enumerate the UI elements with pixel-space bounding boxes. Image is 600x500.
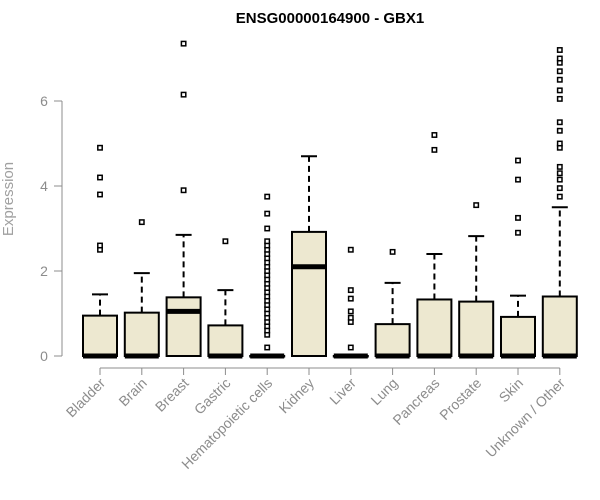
x-tick-label: Kidney: [276, 375, 318, 417]
outlier-point: [556, 68, 563, 75]
plot-area: [82, 40, 578, 359]
outlier-point: [347, 314, 354, 321]
box: [291, 230, 327, 357]
outlier-point: [138, 219, 145, 226]
outlier-point: [556, 176, 563, 183]
outlier-point: [556, 95, 563, 102]
outlier-point: [264, 344, 271, 351]
y-tick-label: 4: [40, 178, 48, 194]
outlier-point: [264, 225, 271, 232]
outlier-point: [97, 174, 103, 181]
x-tick-label: Unknown / Other: [482, 375, 568, 461]
outlier-point: [97, 144, 103, 151]
outlier-point: [515, 157, 521, 164]
outlier-point: [515, 214, 521, 221]
box-group: [374, 248, 411, 359]
box-group: [165, 40, 202, 358]
y-tick-label: 6: [40, 93, 48, 109]
outlier-point: [389, 248, 396, 255]
outlier-point: [264, 210, 271, 217]
chart-title: ENSG00000164900 - GBX1: [236, 10, 424, 27]
outlier-point: [556, 127, 563, 134]
box: [500, 315, 536, 357]
outlier-point: [264, 238, 271, 245]
x-tick-label: Bladder: [63, 375, 109, 421]
outlier-point: [556, 87, 563, 94]
outlier-point: [180, 187, 187, 194]
outlier-point: [222, 238, 229, 245]
box-group: [82, 144, 118, 359]
x-tick-label: Liver: [326, 375, 359, 408]
x-tick-label: Skin: [496, 375, 527, 406]
box-group: [541, 47, 578, 359]
x-tick-label: Lung: [367, 375, 400, 408]
box-group: [249, 193, 286, 359]
outlier-point: [97, 242, 103, 249]
box: [82, 314, 118, 357]
outlier-point: [556, 170, 563, 177]
outlier-point: [556, 119, 563, 126]
outlier-point: [347, 295, 354, 302]
outlier-point: [264, 193, 271, 200]
x-tick-label: Breast: [152, 375, 192, 415]
outlier-point: [431, 132, 438, 138]
box: [416, 298, 453, 358]
y-axis-label: Expression: [0, 162, 17, 236]
outlier-point: [515, 176, 521, 183]
outlier-point: [347, 308, 354, 315]
outlier-point: [347, 344, 354, 351]
box-group: [207, 238, 244, 359]
outlier-point: [180, 40, 187, 47]
outlier-point: [180, 91, 187, 98]
outlier-point: [515, 229, 521, 236]
box-group: [332, 246, 369, 359]
box-group: [416, 132, 453, 359]
box: [458, 300, 495, 358]
box: [374, 323, 411, 357]
y-tick-label: 0: [40, 348, 48, 364]
box: [207, 324, 244, 357]
outlier-point: [473, 202, 480, 209]
outlier-point: [347, 287, 354, 294]
box-group: [291, 155, 327, 357]
outlier-point: [97, 191, 103, 198]
outlier-point: [556, 47, 563, 53]
box-group: [123, 219, 160, 359]
outlier-point: [556, 163, 563, 170]
y-axis: 0 2 4 6: [40, 93, 62, 364]
outlier-point: [556, 193, 563, 200]
outlier-point: [556, 185, 563, 192]
x-tick-label: Prostate: [436, 375, 484, 423]
y-tick-label: 2: [40, 263, 48, 279]
outlier-point: [347, 246, 354, 253]
box: [165, 296, 202, 358]
box: [541, 295, 578, 357]
box-group: [458, 202, 495, 359]
box-group: [500, 157, 536, 359]
x-tick-label: Brain: [115, 375, 149, 409]
outlier-point: [431, 146, 438, 153]
outlier-point: [556, 76, 563, 83]
outlier-point: [556, 140, 563, 147]
outlier-point: [556, 55, 563, 62]
box: [123, 311, 160, 357]
